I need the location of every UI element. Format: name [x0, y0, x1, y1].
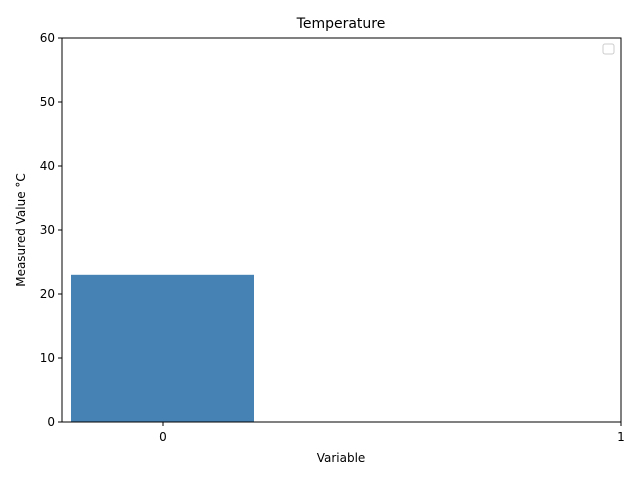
y-tick-label: 40: [40, 159, 55, 173]
legend-box: [602, 43, 615, 55]
bars-group: [71, 274, 254, 422]
bar-0: [71, 274, 254, 422]
chart-title: Temperature: [296, 16, 386, 32]
y-tick-label: 0: [47, 415, 55, 429]
y-tick-label: 60: [40, 31, 55, 45]
x-axis-label: Variable: [317, 451, 366, 465]
x-tick-label: 0: [159, 430, 167, 444]
y-tick-label: 10: [40, 351, 55, 365]
y-axis: 0 10 20 30 40 50 60: [40, 31, 62, 429]
y-tick-label: 20: [40, 287, 55, 301]
y-tick-label: 30: [40, 223, 55, 237]
x-tick-label: 1: [617, 430, 625, 444]
y-tick-label: 50: [40, 95, 55, 109]
y-axis-label: Measured Value °C: [14, 173, 28, 287]
